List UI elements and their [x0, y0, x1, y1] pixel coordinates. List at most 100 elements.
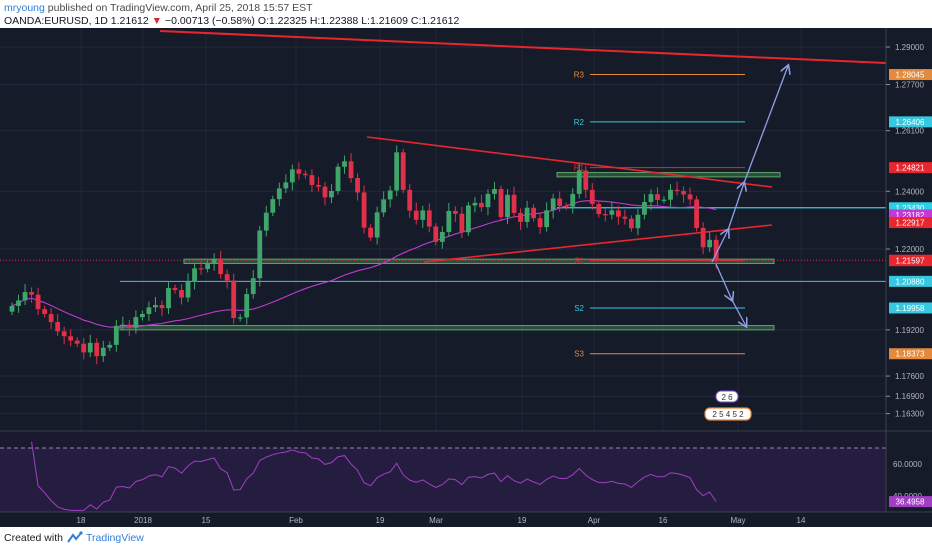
author-link[interactable]: mryoung — [4, 2, 45, 14]
price-label-tag — [889, 162, 932, 174]
price-tick-label: 1.27700 — [895, 81, 924, 90]
candle-body — [224, 274, 230, 281]
candle-body — [576, 170, 582, 194]
candle-body — [544, 210, 550, 228]
candle-body — [166, 288, 171, 309]
candle-body — [531, 207, 536, 219]
candle-body — [100, 347, 106, 357]
pivot-label-r3: R3 — [574, 71, 585, 80]
candle-body — [485, 193, 491, 208]
candle-body — [133, 317, 139, 328]
candle-body — [81, 343, 87, 353]
trendlines — [159, 30, 887, 263]
candle-body — [35, 294, 41, 310]
price-label-tag — [889, 69, 932, 81]
price-label-tag — [889, 348, 932, 360]
time-tick-label: Apr — [588, 516, 601, 525]
candle-body — [668, 189, 673, 200]
candle-body — [276, 188, 282, 200]
candle-body — [518, 212, 523, 222]
price-tick-label: 1.26100 — [895, 127, 924, 136]
projection-arrow — [743, 66, 788, 184]
candle-body — [322, 186, 328, 198]
candle-body — [29, 292, 34, 295]
publication-line: mryoung published on TradingView.com, Ap… — [4, 2, 313, 14]
candle-body — [589, 189, 595, 205]
price-label-tag — [889, 217, 932, 229]
candle-body — [205, 263, 210, 269]
candle-body — [355, 178, 360, 193]
time-tick-label: 19 — [518, 516, 527, 525]
price-label-text: 1.22917 — [896, 219, 925, 228]
candle-body — [700, 227, 706, 248]
candle-body — [511, 194, 517, 213]
candle-body — [146, 307, 152, 314]
candle-body — [263, 212, 269, 231]
change-value: −0.00713 (−0.58%) — [165, 15, 255, 27]
candle-body — [446, 210, 452, 233]
price-label-tag — [889, 302, 932, 314]
candle-body — [433, 226, 439, 242]
candle-body — [153, 305, 158, 308]
candle-body — [426, 210, 432, 227]
symbol-label: OANDA:EURUSD, 1D — [4, 15, 108, 27]
candle-body — [159, 305, 165, 309]
candle-body — [439, 232, 445, 242]
chart-area[interactable]: R3R2R1S1S2S3 1.290001.277001.261001.2400… — [0, 28, 932, 527]
indicator-badge-text: 2 6 — [721, 393, 733, 402]
candle-body — [250, 278, 256, 295]
time-tick-label: 15 — [202, 516, 211, 525]
candle-body — [629, 218, 634, 229]
candle-body — [713, 239, 719, 261]
candle-body — [361, 192, 367, 228]
candle-body — [16, 300, 21, 306]
price-tick-label: 1.24000 — [895, 187, 924, 196]
price-label-text: 1.24821 — [896, 164, 925, 173]
projection-arrow — [715, 263, 732, 300]
rsi-pane — [0, 430, 932, 513]
candle-body — [400, 152, 406, 190]
price-chart-svg[interactable]: R3R2R1S1S2S3 1.290001.277001.261001.2400… — [0, 28, 932, 527]
price-tick-label: 1.16300 — [895, 410, 924, 419]
price-label-text: 1.28045 — [896, 71, 925, 80]
price-label-tag — [889, 209, 932, 221]
candle-body — [615, 210, 621, 217]
indicator-badge — [704, 407, 752, 421]
tradingview-brand-link[interactable]: TradingView — [86, 532, 144, 544]
price-label-text: 1.19958 — [896, 304, 925, 313]
candle-body — [126, 324, 132, 328]
candle-body — [394, 152, 400, 191]
low-label: L: — [361, 15, 370, 27]
candle-body — [61, 331, 67, 337]
candle-body — [622, 216, 628, 219]
candle-body — [198, 268, 204, 270]
candle-body — [681, 191, 686, 195]
candle-body — [570, 193, 576, 207]
candle-body — [563, 206, 569, 208]
candle-body — [655, 194, 660, 200]
candle-body — [368, 227, 373, 238]
candle-body — [22, 292, 28, 301]
candle-body — [329, 191, 334, 198]
candle-body — [596, 204, 602, 215]
candle-body — [192, 268, 197, 282]
candle-body — [498, 189, 504, 218]
candle-body — [674, 189, 680, 192]
candles — [9, 145, 719, 365]
created-with-text: Created with — [4, 532, 63, 544]
close-value: 1.21612 — [421, 15, 460, 27]
indicator-badges: 2 6 2 5 4 5 2 — [704, 390, 752, 421]
candle-body — [244, 294, 250, 318]
time-tick-label: May — [730, 516, 745, 525]
down-triangle-icon: ▼ — [151, 15, 163, 27]
candle-body — [387, 190, 393, 200]
candle-body — [642, 201, 647, 215]
pivot-label-s3: S3 — [574, 350, 584, 359]
price-tick-label: 1.19200 — [895, 326, 924, 335]
candle-body — [107, 344, 113, 348]
pivot-lines: R3R2R1S1S2S3 — [574, 71, 745, 359]
price-label-text: 1.21597 — [896, 257, 925, 266]
candle-body — [172, 288, 178, 291]
price-label-text: 1.23430 — [896, 204, 925, 213]
publication-header: mryoung published on TradingView.com, Ap… — [0, 0, 932, 28]
